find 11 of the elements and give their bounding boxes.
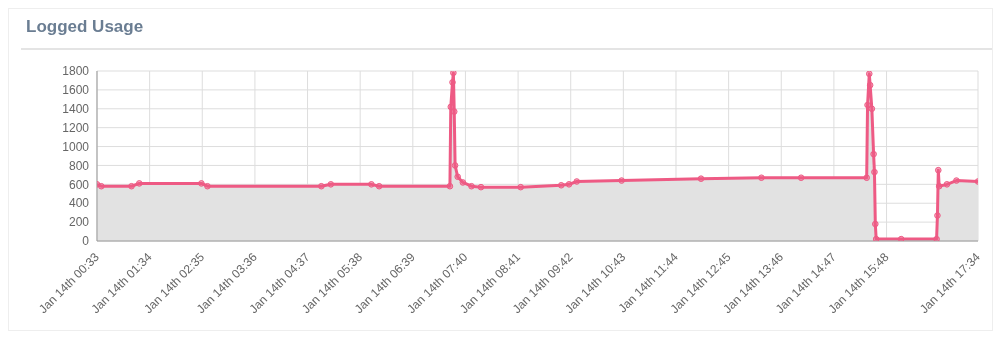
y-tick-label: 600 (68, 177, 90, 192)
y-tick-label: 1200 (62, 120, 90, 135)
y-tick-label: 200 (68, 215, 90, 230)
chart-title: Logged Usage (26, 17, 144, 37)
y-tick-label: 0 (82, 234, 90, 249)
y-tick-label: 1400 (62, 102, 90, 117)
y-tick-label: 1600 (62, 83, 90, 98)
y-tick-label: 1000 (62, 139, 90, 154)
y-tick-label: 800 (68, 158, 90, 173)
y-tick-label: 1800 (62, 64, 90, 79)
y-tick-label: 400 (68, 196, 90, 211)
